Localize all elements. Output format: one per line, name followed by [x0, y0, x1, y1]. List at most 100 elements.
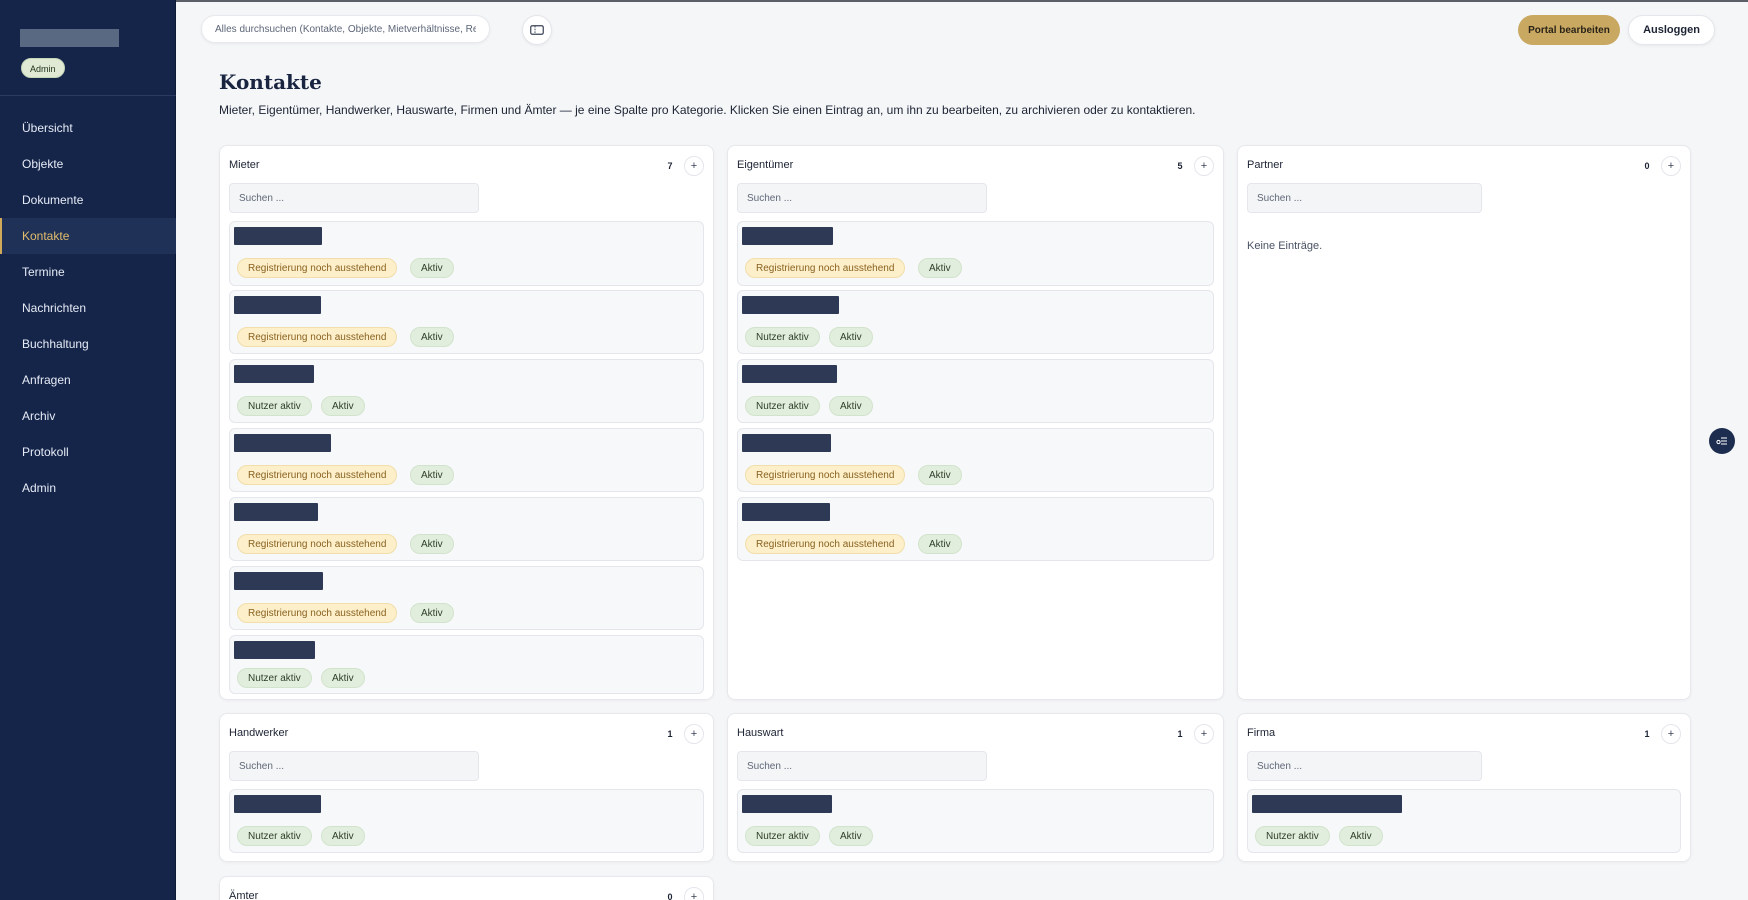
add-eigentuemer-button[interactable]: +	[1194, 156, 1214, 176]
list-item[interactable]: Registrierung noch ausstehend Aktiv	[737, 428, 1214, 492]
list-item[interactable]: Nutzer aktiv Aktiv	[229, 635, 704, 694]
status-badge: Nutzer aktiv	[745, 826, 820, 846]
list-item[interactable]: Registrierung noch ausstehend Aktiv	[737, 221, 1214, 286]
list-item[interactable]: Registrierung noch ausstehend Aktiv	[737, 497, 1214, 561]
status-badge: Aktiv	[410, 258, 454, 278]
status-badge: Registrierung noch ausstehend	[237, 465, 398, 485]
list-item[interactable]: Registrierung noch ausstehend Aktiv	[229, 566, 704, 630]
sidebar-item-protokoll[interactable]: Protokoll	[22, 445, 69, 459]
status-badge: Registrierung noch ausstehend	[745, 465, 906, 485]
status-badge: Aktiv	[410, 465, 454, 485]
sidebar-item-termine[interactable]: Termine	[22, 265, 65, 279]
firma-search-input[interactable]	[1247, 751, 1482, 781]
redacted-name	[234, 795, 321, 813]
sidebar-item-anfragen[interactable]: Anfragen	[22, 373, 71, 387]
status-badge: Registrierung noch ausstehend	[745, 258, 906, 278]
count-badge: 1	[667, 729, 673, 739]
global-search-input[interactable]	[201, 15, 490, 43]
sidebar-item-archiv[interactable]: Archiv	[22, 409, 56, 423]
status-badge: Aktiv	[829, 396, 873, 416]
add-handwerker-button[interactable]: +	[684, 724, 704, 744]
eigentuemer-search-input[interactable]	[737, 183, 987, 213]
status-badge: Aktiv	[829, 826, 873, 846]
sidebar-item-admin[interactable]: Admin	[22, 481, 57, 495]
ticket-icon[interactable]	[522, 15, 552, 45]
edit-portal-button[interactable]: Portal bearbeiten	[1518, 15, 1620, 45]
list-item[interactable]: Nutzer aktiv Aktiv	[737, 789, 1214, 853]
count-badge: 0	[667, 892, 673, 900]
partner-search-input[interactable]	[1247, 183, 1482, 213]
add-mieter-button[interactable]: +	[684, 156, 704, 176]
status-badge: Aktiv	[410, 534, 454, 554]
status-badge: Nutzer aktiv	[237, 826, 312, 846]
hauswart-search-input[interactable]	[737, 751, 987, 781]
list-item[interactable]: Nutzer aktiv Aktiv	[229, 359, 704, 423]
status-badge: Registrierung noch ausstehend	[237, 603, 398, 623]
list-item[interactable]: Nutzer aktiv Aktiv	[229, 789, 704, 853]
add-partner-button[interactable]: +	[1661, 156, 1681, 176]
list-item[interactable]: Registrierung noch ausstehend Aktiv	[229, 221, 704, 286]
count-badge: 7	[667, 161, 673, 171]
sidebar-item-nachrichten[interactable]: Nachrichten	[22, 301, 87, 315]
list-item[interactable]: Registrierung noch ausstehend Aktiv	[229, 497, 704, 561]
status-badge: Registrierung noch ausstehend	[237, 258, 398, 278]
sidebar-divider	[0, 95, 176, 96]
status-badge: Registrierung noch ausstehend	[745, 534, 906, 554]
sidebar-item-dokumente[interactable]: Dokumente	[22, 193, 84, 207]
column-title: Partner	[1247, 159, 1284, 171]
sidebar-item-objekte[interactable]: Objekte	[22, 157, 64, 171]
redacted-name	[742, 365, 837, 383]
column-title: Hauswart	[737, 727, 784, 739]
list-item[interactable]: Nutzer aktiv Aktiv	[1247, 789, 1681, 853]
add-aemter-button[interactable]: +	[684, 887, 704, 900]
status-badge: Aktiv	[321, 396, 365, 416]
status-badge: Registrierung noch ausstehend	[237, 327, 398, 347]
logo-redacted	[20, 29, 119, 47]
page-subtitle: Mieter, Eigentümer, Handwerker, Hauswart…	[219, 103, 1196, 117]
column-title: Ämter	[229, 890, 259, 900]
sidebar: Admin Übersicht Objekte Dokumente Kontak…	[0, 0, 176, 900]
redacted-name	[1252, 795, 1402, 813]
add-hauswart-button[interactable]: +	[1194, 724, 1214, 744]
column-mieter: Mieter 7 + Registrierung noch ausstehend…	[219, 145, 714, 700]
status-badge: Registrierung noch ausstehend	[237, 534, 398, 554]
add-firma-button[interactable]: +	[1661, 724, 1681, 744]
status-badge: Aktiv	[321, 826, 365, 846]
sidebar-nav: Übersicht Objekte Dokumente Kontakte Ter…	[0, 110, 176, 506]
count-badge: 5	[1177, 161, 1183, 171]
status-badge: Aktiv	[410, 327, 454, 347]
topbar: Portal bearbeiten Ausloggen	[176, 0, 1748, 56]
handwerker-search-input[interactable]	[229, 751, 479, 781]
status-badge: Nutzer aktiv	[237, 668, 312, 688]
mieter-search-input[interactable]	[229, 183, 479, 213]
column-firma: Firma 1 + Nutzer aktiv Aktiv	[1237, 713, 1691, 862]
status-badge: Aktiv	[410, 603, 454, 623]
sidebar-item-uebersicht[interactable]: Übersicht	[22, 121, 73, 135]
status-badge: Aktiv	[918, 258, 962, 278]
count-badge: 1	[1177, 729, 1183, 739]
redacted-name	[234, 503, 318, 521]
column-eigentuemer: Eigentümer 5 + Registrierung noch ausste…	[727, 145, 1224, 700]
column-handwerker: Handwerker 1 + Nutzer aktiv Aktiv	[219, 713, 714, 862]
redacted-name	[234, 641, 315, 659]
redacted-name	[234, 296, 321, 314]
list-item[interactable]: Registrierung noch ausstehend Aktiv	[229, 428, 704, 492]
list-item[interactable]: Nutzer aktiv Aktiv	[737, 290, 1214, 354]
status-badge: Aktiv	[829, 327, 873, 347]
redacted-name	[742, 227, 833, 245]
filter-list-icon[interactable]	[1709, 428, 1735, 454]
role-badge: Admin	[21, 58, 65, 78]
list-item[interactable]: Registrierung noch ausstehend Aktiv	[229, 290, 704, 354]
logout-button[interactable]: Ausloggen	[1628, 15, 1715, 45]
redacted-name	[742, 296, 839, 314]
sidebar-item-kontakte[interactable]: Kontakte	[0, 218, 176, 254]
count-badge: 0	[1644, 161, 1650, 171]
column-title: Eigentümer	[737, 159, 794, 171]
empty-state: Keine Einträge.	[1247, 240, 1323, 252]
sidebar-item-buchhaltung[interactable]: Buchhaltung	[22, 337, 89, 351]
status-badge: Aktiv	[918, 465, 962, 485]
list-item[interactable]: Nutzer aktiv Aktiv	[737, 359, 1214, 423]
status-badge: Nutzer aktiv	[745, 396, 820, 416]
count-badge: 1	[1644, 729, 1650, 739]
redacted-name	[234, 572, 323, 590]
